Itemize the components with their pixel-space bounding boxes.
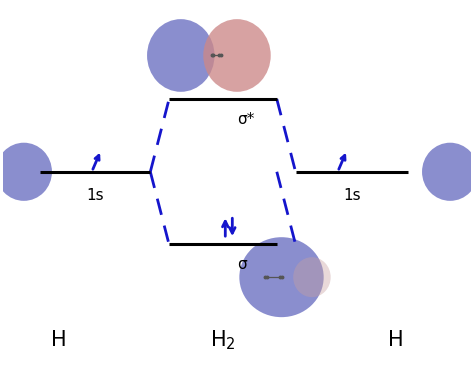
Text: H: H xyxy=(51,330,67,350)
Text: H$_2$: H$_2$ xyxy=(210,328,236,352)
Text: H: H xyxy=(389,330,404,350)
Text: σ: σ xyxy=(237,257,247,272)
Text: σ*: σ* xyxy=(237,112,255,127)
Ellipse shape xyxy=(422,143,474,201)
Text: 1s: 1s xyxy=(343,188,361,203)
Text: 1s: 1s xyxy=(86,188,104,203)
Ellipse shape xyxy=(293,257,331,297)
Ellipse shape xyxy=(147,19,215,92)
Ellipse shape xyxy=(203,19,271,92)
Ellipse shape xyxy=(239,237,324,317)
Ellipse shape xyxy=(0,143,52,201)
